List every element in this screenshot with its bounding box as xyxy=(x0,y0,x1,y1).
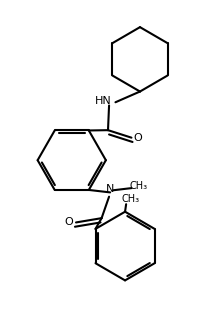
Text: HN: HN xyxy=(95,96,112,106)
Text: CH₃: CH₃ xyxy=(121,194,140,204)
Text: N: N xyxy=(106,184,114,194)
Text: O: O xyxy=(133,133,142,143)
Text: CH₃: CH₃ xyxy=(130,181,148,191)
Text: O: O xyxy=(65,217,74,227)
